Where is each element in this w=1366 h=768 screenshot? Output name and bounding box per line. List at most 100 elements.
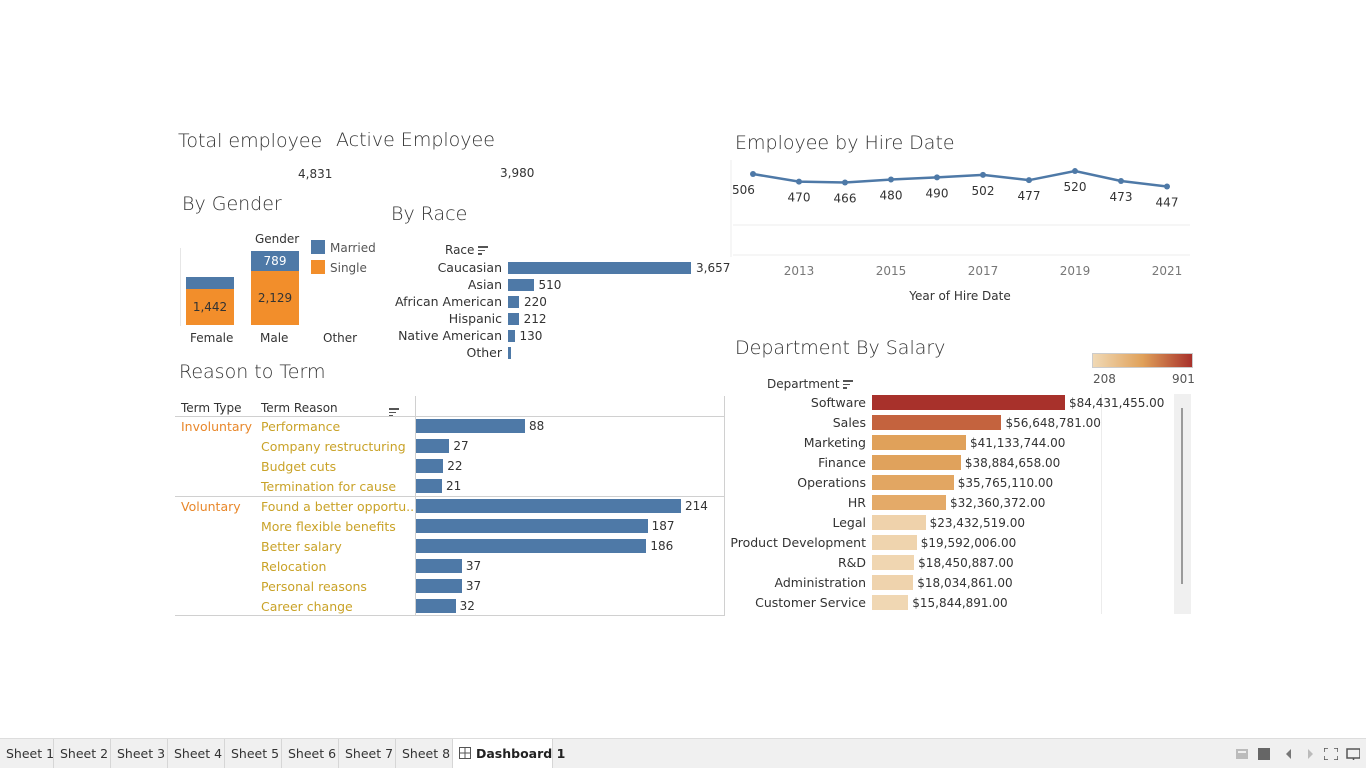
hire-point[interactable] [1118,178,1124,185]
dept-bar[interactable] [872,415,1002,430]
tab-sheet[interactable]: Sheet 4 [168,739,225,768]
sort-icon[interactable] [478,246,489,255]
male-single-label: 2,129 [257,291,293,305]
hire-data-label: 490 [926,186,949,200]
term-bar[interactable] [416,539,647,553]
hire-tick-label: 2021 [1152,264,1183,278]
term-reason-label: Personal reasons [261,579,367,594]
dept-value-label: $23,432,519.00 [929,516,1025,530]
term-value-label: 21 [446,479,462,493]
gender-column-female: Female [190,331,234,345]
term-bar[interactable] [416,479,442,493]
term-group-divider [175,496,724,497]
tab-sheet[interactable]: Sheet 8 [396,739,453,768]
race-bar[interactable] [508,262,691,274]
dept-title: Department By Salary [735,337,946,359]
dept-bar[interactable] [872,555,915,570]
term-bar[interactable] [416,579,462,593]
dept-bar[interactable] [872,495,946,510]
dept-bar[interactable] [872,515,926,530]
dept-header-label: Department [767,377,840,391]
salary-color-legend[interactable] [1092,353,1193,368]
dept-bar[interactable] [872,435,967,450]
male-married-bar[interactable] [251,251,299,271]
dashboard-icon [459,747,471,759]
race-bar[interactable] [508,347,511,359]
term-value-label: 214 [685,499,708,513]
dept-value-label: $18,034,861.00 [917,576,1013,590]
dept-header[interactable]: Department [767,377,854,391]
hire-point[interactable] [888,176,894,183]
dept-row-label: Customer Service [755,595,866,610]
tab-label: Sheet 8 [402,746,451,761]
hire-point[interactable] [750,171,756,178]
tab-sheet[interactable]: Sheet 7 [339,739,396,768]
race-value-label: 220 [524,295,547,309]
race-bar[interactable] [508,296,519,308]
dept-bar[interactable] [872,395,1065,410]
term-axis-line [415,396,416,616]
legend-single-label[interactable]: Single [330,261,367,275]
hire-point[interactable] [1164,183,1170,190]
tab-sheet[interactable]: Sheet 6 [282,739,339,768]
previous-sheet-icon[interactable] [1283,748,1297,760]
term-bar[interactable] [416,519,648,533]
hire-point[interactable] [842,179,848,186]
hire-point[interactable] [1072,168,1078,175]
term-bar[interactable] [416,459,444,473]
filmstrip-icon[interactable] [1258,748,1272,760]
term-bar[interactable] [416,559,462,573]
female-married-bar[interactable] [186,277,234,289]
dept-bar[interactable] [872,595,909,610]
tab-sheet[interactable]: Sheet 3 [111,739,168,768]
dept-scrollbar[interactable] [1174,394,1191,614]
male-single-bar[interactable] [251,271,299,325]
gender-header: Gender [255,232,300,246]
term-reason-label: More flexible benefits [261,519,396,534]
term-sort-icon[interactable] [389,408,399,417]
dept-row-label: Finance [818,455,866,470]
tab-sheet[interactable]: Sheet 2 [54,739,111,768]
term-bottom-divider [175,615,724,616]
hire-data-label: 473 [1110,190,1133,204]
term-reason-label: Company restructuring [261,439,406,454]
tab-dashboard[interactable]: Dashboard 1 [453,739,565,768]
term-bar[interactable] [416,599,456,613]
next-sheet-icon[interactable] [1303,748,1317,760]
sort-icon[interactable] [843,380,854,389]
dept-value-label: $15,844,891.00 [912,596,1008,610]
dept-row-label: Operations [797,475,866,490]
legend-married-label[interactable]: Married [330,241,376,255]
hire-point[interactable] [934,174,940,181]
dept-value-label: $32,360,372.00 [949,496,1046,510]
hire-series-line[interactable] [752,169,1168,188]
female-single-bar[interactable] [186,289,234,325]
dept-scrollbar-thumb[interactable] [1181,408,1183,584]
hire-point[interactable] [980,171,986,178]
term-bar[interactable] [416,439,450,453]
race-row-label: Other [466,345,503,360]
sheet-tab-bar: Sheet 1 Sheet 2 Sheet 3 Sheet 4 Sheet 5 Sheet… [0,738,1366,768]
hire-point[interactable] [1026,177,1032,184]
dept-bar[interactable] [872,535,917,550]
presentation-icon[interactable] [1346,748,1360,760]
term-bar[interactable] [416,419,525,433]
race-bar[interactable] [508,279,534,291]
total-employee-value: 4,831 [298,167,333,181]
hire-title: Employee by Hire Date [735,132,955,154]
term-bar[interactable] [416,499,681,513]
race-bar[interactable] [508,330,515,342]
tab-sheet[interactable]: Sheet 1 [0,739,54,768]
dept-bar[interactable] [872,575,914,590]
fullscreen-icon[interactable] [1324,748,1338,760]
dept-bar[interactable] [872,475,954,490]
tab-sheet[interactable]: Sheet 5 [225,739,282,768]
legend-single-swatch[interactable] [311,260,325,274]
race-header[interactable]: Race [445,243,489,257]
race-bar[interactable] [508,313,519,325]
dept-bar[interactable] [872,455,961,470]
show-sheets-icon[interactable] [1236,748,1250,760]
hire-point[interactable] [796,178,802,185]
legend-married-swatch[interactable] [311,240,325,254]
race-row-label: Hispanic [448,311,502,326]
